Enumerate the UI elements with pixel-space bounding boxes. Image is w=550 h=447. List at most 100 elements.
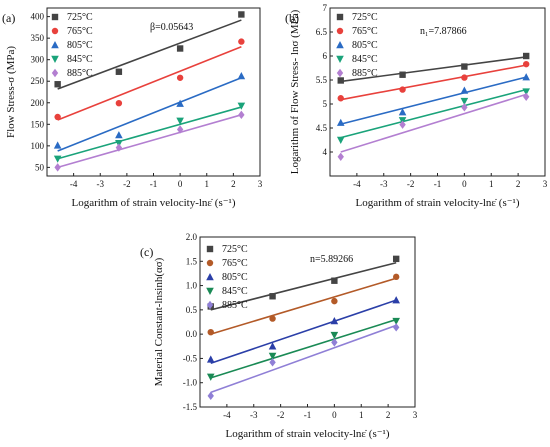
data-point: [461, 103, 468, 112]
data-point: [399, 86, 406, 93]
chart-panel-2: -4 -3 -2 -1 0 1 2 3 4 4.5 5 5.5 6 6.5 7 Logarithm of st…: [285, 3, 548, 209]
fit-annotation: n₁=7.87866: [420, 26, 467, 37]
x-tick-label: -2: [123, 179, 131, 189]
series-5: [54, 110, 245, 172]
data-point: [337, 152, 344, 161]
data-point: [461, 74, 468, 81]
data-point: [392, 296, 400, 304]
data-point: [461, 63, 468, 70]
legend-entry: 885°C: [67, 68, 93, 79]
fit-line: [210, 324, 397, 394]
fit-line: [340, 64, 527, 101]
fit-line: [340, 76, 527, 125]
fit-line: [210, 261, 397, 311]
fit-line: [340, 88, 527, 139]
y-tick-label: 0.5: [186, 305, 198, 315]
data-point: [331, 277, 338, 284]
y-tick-label: 250: [31, 76, 45, 86]
y-tick-label: 5: [323, 99, 328, 109]
data-point: [176, 99, 184, 107]
fit-annotation: β=0.05643: [150, 22, 193, 33]
y-tick-label: 1.5: [186, 256, 198, 266]
legend-entry: 805°C: [352, 40, 378, 51]
data-point: [269, 315, 276, 322]
x-tick-label: 2: [231, 179, 236, 189]
legend: 725°C 765°C 805°C 845°C 885°C: [336, 12, 378, 79]
data-point: [330, 317, 339, 325]
data-point: [115, 131, 123, 139]
legend-entry: 845°C: [352, 54, 378, 65]
x-tick-label: 2: [516, 179, 521, 189]
legend-entry: 725°C: [67, 12, 93, 23]
data-point: [460, 86, 469, 94]
x-axis-label: Logarithm of strain velocity-lnε̇ (s⁻¹): [355, 197, 519, 209]
legend-entry: 765°C: [352, 26, 378, 37]
data-point: [238, 11, 245, 18]
data-point: [268, 352, 277, 360]
data-point: [522, 88, 530, 96]
fit-line: [57, 106, 242, 160]
series-2: [54, 38, 245, 121]
series-4: [336, 88, 530, 144]
x-tick-label: -1: [150, 179, 158, 189]
legend-marker: [206, 300, 214, 310]
data-point: [207, 329, 214, 336]
y-tick-label: 6: [323, 51, 328, 61]
fit-line: [57, 46, 242, 121]
data-point: [460, 97, 469, 106]
data-point: [237, 102, 246, 110]
data-point: [331, 297, 338, 305]
y-tick-label: 2.0: [186, 232, 198, 242]
y-axis-label: Flow Stress-σ (MPa): [5, 46, 17, 138]
x-tick-label: 3: [258, 179, 263, 189]
x-tick-label: 0: [462, 179, 467, 189]
data-point: [336, 118, 345, 126]
data-point: [268, 342, 277, 350]
fit-line: [57, 19, 242, 90]
legend-marker: [51, 55, 59, 63]
x-tick-label: 3: [543, 179, 548, 189]
chart-panel-3: -4 -3 -2 -1 0 1 2 3 -1.5 -1.0 -0.5 0.0 0.5 1.0 1.5 2.0 L…: [140, 232, 418, 440]
y-tick-label: 7: [323, 3, 328, 13]
legend-entry: 885°C: [352, 68, 378, 79]
x-tick-label: -4: [223, 410, 231, 420]
data-point: [392, 273, 400, 281]
data-point: [392, 317, 400, 326]
x-tick-label: 0: [332, 410, 337, 420]
x-tick-label: -3: [250, 410, 258, 420]
data-point: [330, 331, 339, 340]
panel-label: (c): [140, 245, 153, 259]
y-tick-label: 6.5: [316, 27, 328, 37]
legend: 725°C 765°C 805°C 845°C 885°C: [206, 244, 248, 311]
x-axis-label: Logarithm of strain velocity-lnε̇ (s⁻¹): [225, 428, 389, 440]
y-axis-label: Material Constant-lnsinh(ασ): [153, 257, 165, 386]
data-point: [522, 60, 530, 68]
y-tick-label: 50: [35, 162, 45, 172]
legend-marker: [206, 287, 214, 295]
data-point: [54, 81, 61, 88]
data-point: [336, 136, 345, 144]
legend: 725°C 765°C 805°C 845°C 885°C: [51, 12, 93, 79]
legend-entry: 845°C: [67, 54, 93, 65]
chart-panel-1: -4 -3 -2 -1 0 1 2 350100150200250300350400Logar…: [2, 7, 263, 209]
data-point: [176, 125, 184, 134]
y-tick-label: -1.5: [183, 402, 198, 412]
legend-marker: [51, 27, 59, 35]
data-point: [176, 45, 184, 52]
fit-line: [210, 277, 397, 335]
series-1: [337, 52, 530, 84]
legend-marker: [51, 13, 59, 21]
data-point: [399, 120, 406, 129]
x-tick-label: -1: [434, 179, 442, 189]
fit-line: [340, 56, 527, 83]
series-2: [337, 60, 530, 102]
data-point: [237, 72, 246, 80]
x-tick-label: 1: [205, 179, 210, 189]
data-point: [176, 117, 184, 125]
series-2: [207, 273, 400, 336]
data-point: [53, 155, 62, 163]
data-point: [54, 113, 61, 121]
series-5: [337, 92, 530, 161]
legend-marker: [336, 41, 344, 49]
data-point: [53, 141, 62, 149]
